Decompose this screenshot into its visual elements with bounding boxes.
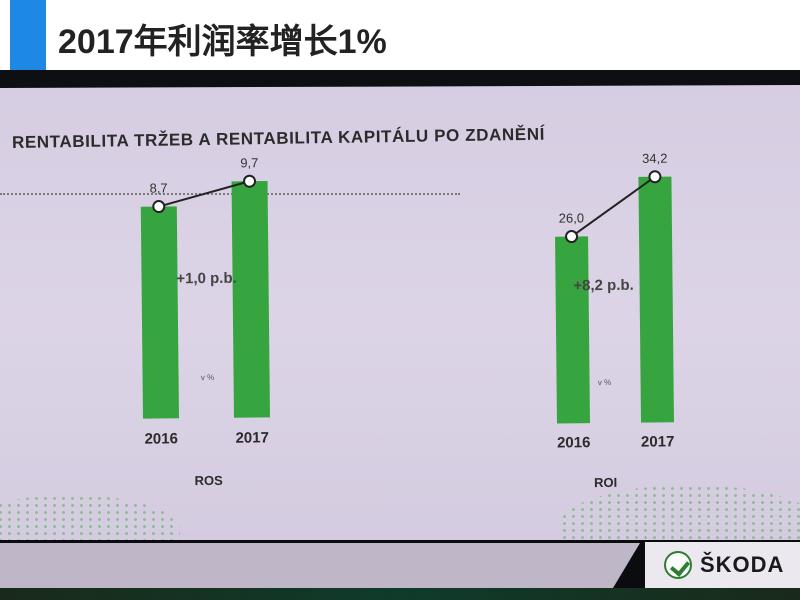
- chart-title: ROS: [194, 473, 223, 488]
- x-tick-label: 2017: [235, 429, 269, 446]
- trend-point: [648, 170, 662, 184]
- chart-group-ros: 8,7 2016 9,7 2017 +1,0 p.b. v % ROS: [140, 155, 270, 488]
- chart-bar: [555, 236, 591, 424]
- header-accent-bar: [10, 0, 46, 70]
- delta-label: +1,0 p.b.: [176, 270, 237, 288]
- data-label: 9,7: [240, 155, 258, 170]
- chart-bar: [231, 181, 270, 418]
- chart-bar: [638, 176, 674, 423]
- x-tick-label: 2016: [144, 430, 178, 447]
- data-label: 8,7: [149, 180, 167, 195]
- page-title: 2017年利润率增长1%: [58, 23, 387, 61]
- x-tick-label: 2016: [557, 434, 591, 451]
- trend-point: [565, 230, 579, 244]
- projected-slide: RENTABILITA TRŽEB A RENTABILITA KAPITÁLU…: [0, 85, 800, 565]
- data-label: 34,2: [642, 151, 667, 166]
- chart-group-roi: 26,0 2016 34,2 2017 +8,2 p.b. v % ROI: [555, 151, 675, 490]
- unit-label: v %: [598, 378, 611, 387]
- chart-area: 8,7 2016 9,7 2017 +1,0 p.b. v % ROS 26,0 2016 34,…: [0, 85, 800, 565]
- delta-label: +8,2 p.b.: [573, 277, 634, 295]
- footer-shape: [0, 543, 640, 593]
- unit-label: v %: [201, 373, 214, 382]
- trend-point: [243, 174, 257, 188]
- x-tick-label: 2017: [641, 433, 675, 450]
- trend-line: [570, 175, 656, 238]
- bottom-glow: [0, 588, 800, 600]
- title-divider: [0, 193, 460, 195]
- trend-line: [158, 180, 250, 208]
- chart-title: ROI: [594, 475, 617, 490]
- skoda-arrow-icon: [664, 551, 692, 579]
- chart-bar: [140, 206, 180, 419]
- brand-logo-text: ŠKODA: [700, 552, 785, 577]
- trend-point: [152, 200, 166, 214]
- bar-charts-svg: 8,7 2016 9,7 2017 +1,0 p.b. v % ROS 26,0 2016 34,…: [140, 151, 675, 490]
- header-bar: 2017年利润率增长1%: [0, 0, 800, 70]
- data-label: 26,0: [559, 210, 584, 225]
